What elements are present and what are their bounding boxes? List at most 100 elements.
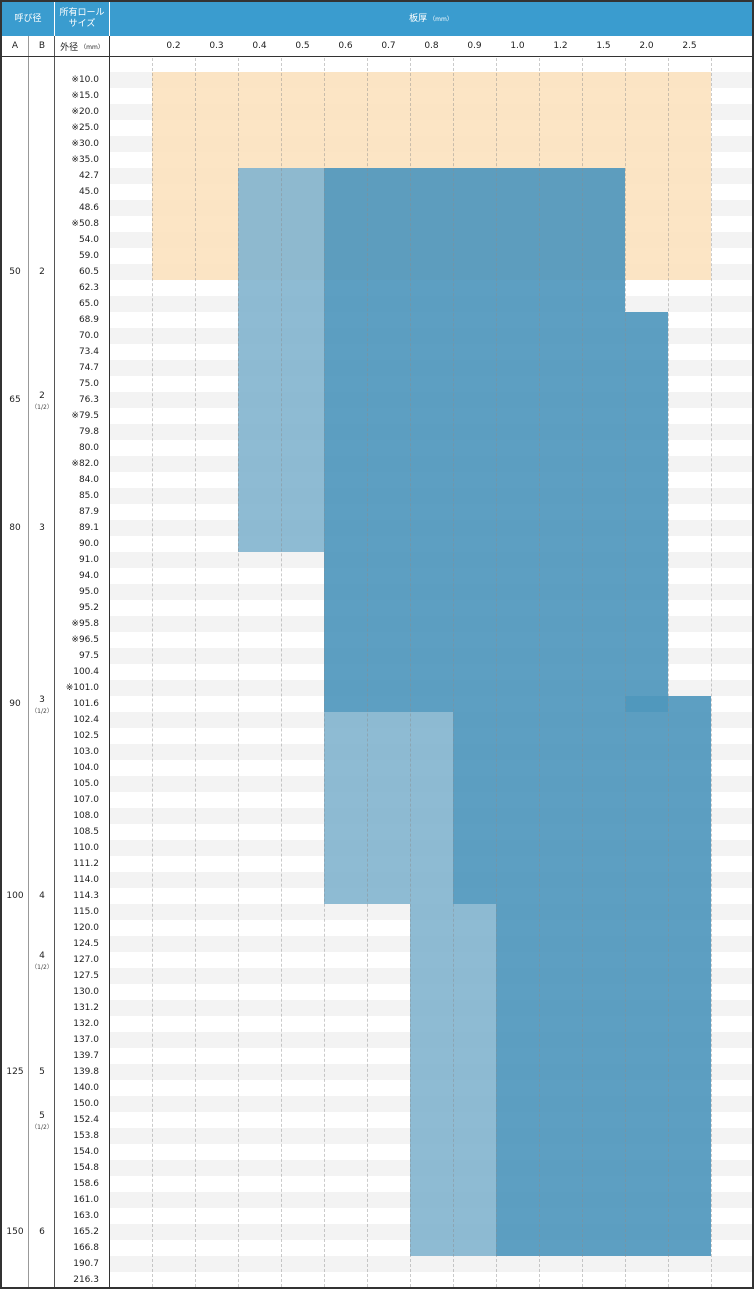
outer-diameter-cell: 127.0: [73, 955, 99, 965]
nominal-b-fraction: （1/2）: [31, 1124, 53, 1131]
outer-diameter-cell: 110.0: [73, 843, 99, 853]
outer-diameter-cell: 140.0: [73, 1083, 99, 1093]
nominal-b-cell: 2: [39, 391, 45, 401]
outer-diameter-cell: 101.6: [73, 699, 99, 709]
outer-diameter-cell: ※35.0: [71, 155, 99, 165]
outer-diameter-cell: 90.0: [78, 539, 99, 549]
thickness-gridline: [539, 58, 540, 1287]
outer-diameter-cell: 163.0: [73, 1211, 99, 1221]
outer-diameter-cell: ※15.0: [71, 91, 99, 101]
outer-diameter-cell: 114.3: [73, 891, 99, 901]
outer-diameter-cell: 102.5: [73, 731, 99, 741]
row-stripe: [110, 1256, 752, 1272]
outer-diameter-cell: 48.6: [78, 203, 99, 213]
outer-diameter-cell: 154.0: [73, 1147, 99, 1157]
roll-size-label-line2: サイズ: [68, 19, 96, 29]
outer-diameter-cell: 75.0: [78, 379, 99, 389]
outer-diameter-cell: 100.4: [73, 667, 99, 677]
nominal-a-cell: 100: [6, 891, 24, 901]
thickness-col-label: 0.2: [166, 41, 181, 51]
outer-diameter-cell: 65.0: [78, 299, 99, 309]
availability-region-blue_dark: [496, 904, 711, 1256]
thickness-col-label: 0.3: [209, 41, 224, 51]
outer-diameter-cell: 166.8: [73, 1243, 99, 1253]
thickness-col-label: 0.4: [252, 41, 267, 51]
outer-diameter-cell: 76.3: [78, 395, 99, 405]
nominal-b-cell: 2: [39, 267, 45, 277]
thickness-gridline: [668, 58, 669, 1287]
outer-diameter-cell: 79.8: [78, 427, 99, 437]
outer-diameter-cell: 131.2: [73, 1003, 99, 1013]
outer-diameter-cell: 120.0: [73, 923, 99, 933]
availability-region-blue_dark: [324, 312, 668, 552]
nominal-b-cell: 4: [39, 891, 45, 901]
outer-diameter-cell: 42.7: [78, 171, 99, 181]
outer-diameter-cell: 103.0: [73, 747, 99, 757]
thickness-col-label: 1.5: [596, 41, 611, 51]
outer-diameter-cell: 108.5: [73, 827, 99, 837]
outer-diameter-cell: ※101.0: [65, 683, 99, 693]
outer-diameter-label: 外径: [60, 42, 79, 53]
outer-diameter-cell: 105.0: [73, 779, 99, 789]
nominal-b-cell: 6: [39, 1227, 45, 1237]
thickness-col-label: 2.5: [682, 41, 697, 51]
outer-diameter-cell: 68.9: [78, 315, 99, 325]
availability-region-blue_dark: [625, 696, 711, 904]
outer-diameter-cell: 97.5: [78, 651, 99, 661]
nominal-b-fraction: （1/2）: [31, 964, 53, 971]
nominal-a-cell: 90: [9, 699, 21, 709]
thickness-gridline: [496, 58, 497, 1287]
thickness-gridline: [625, 58, 626, 1287]
nominal-diameter-header: 呼び径: [2, 2, 54, 36]
outer-diameter-cell: 127.5: [73, 971, 99, 981]
thickness-gridline: [453, 58, 454, 1287]
roll-size-header: 所有ロール サイズ: [55, 2, 109, 36]
thickness-gridline: [582, 58, 583, 1287]
outer-diameter-cell: 190.7: [73, 1259, 99, 1269]
nominal-b-fraction: （1/2）: [31, 404, 53, 411]
outer-diameter-cell: 158.6: [73, 1179, 99, 1189]
outer-diameter-cell: 54.0: [78, 235, 99, 245]
header-divider: [54, 2, 55, 36]
thickness-col-label: 2.0: [639, 41, 654, 51]
thickness-gridline: [281, 58, 282, 1287]
availability-region-blue_dark: [324, 168, 625, 312]
outer-diameter-cell: 161.0: [73, 1195, 99, 1205]
outer-diameter-header: 外径 （mm）: [55, 36, 109, 56]
nominal-b-cell: 3: [39, 523, 45, 533]
outer-diameter-cell: 139.8: [73, 1067, 99, 1077]
outer-diameter-cell: 95.0: [78, 587, 99, 597]
outer-diameter-cell: 104.0: [73, 763, 99, 773]
outer-diameter-cell: ※30.0: [71, 139, 99, 149]
availability-region-blue_light: [238, 168, 324, 552]
outer-diameter-cell: ※95.8: [71, 619, 99, 629]
outer-diameter-cell: 91.0: [78, 555, 99, 565]
column-divider: [28, 36, 29, 1287]
outer-diameter-cell: ※79.5: [71, 411, 99, 421]
thickness-header: 板厚 （mm）: [110, 2, 752, 36]
outer-diameter-cell: 107.0: [73, 795, 99, 805]
availability-region-blue_dark: [324, 552, 668, 712]
nominal-b-cell: 5: [39, 1111, 45, 1121]
outer-diameter-cell: 89.1: [78, 523, 99, 533]
thickness-col-label: 0.8: [424, 41, 439, 51]
nominal-a-cell: 50: [9, 267, 21, 277]
outer-diameter-cell: 108.0: [73, 811, 99, 821]
outer-diameter-cell: 60.5: [78, 267, 99, 277]
outer-diameter-cell: ※25.0: [71, 123, 99, 133]
column-divider: [54, 36, 55, 1287]
outer-diameter-cell: 95.2: [78, 603, 99, 613]
outer-diameter-cell: 130.0: [73, 987, 99, 997]
header-bottom-rule: [2, 56, 752, 57]
outer-diameter-cell: 137.0: [73, 1035, 99, 1045]
col-a-header: A: [2, 36, 28, 56]
column-divider: [109, 36, 110, 1287]
thickness-label: 板厚: [409, 13, 428, 24]
outer-diameter-cell: 102.4: [73, 715, 99, 725]
header-divider: [109, 2, 110, 36]
nominal-b-cell: 4: [39, 951, 45, 961]
outer-diameter-unit: （mm）: [80, 43, 104, 51]
outer-diameter-cell: 62.3: [78, 283, 99, 293]
col-b-label: B: [38, 41, 46, 51]
